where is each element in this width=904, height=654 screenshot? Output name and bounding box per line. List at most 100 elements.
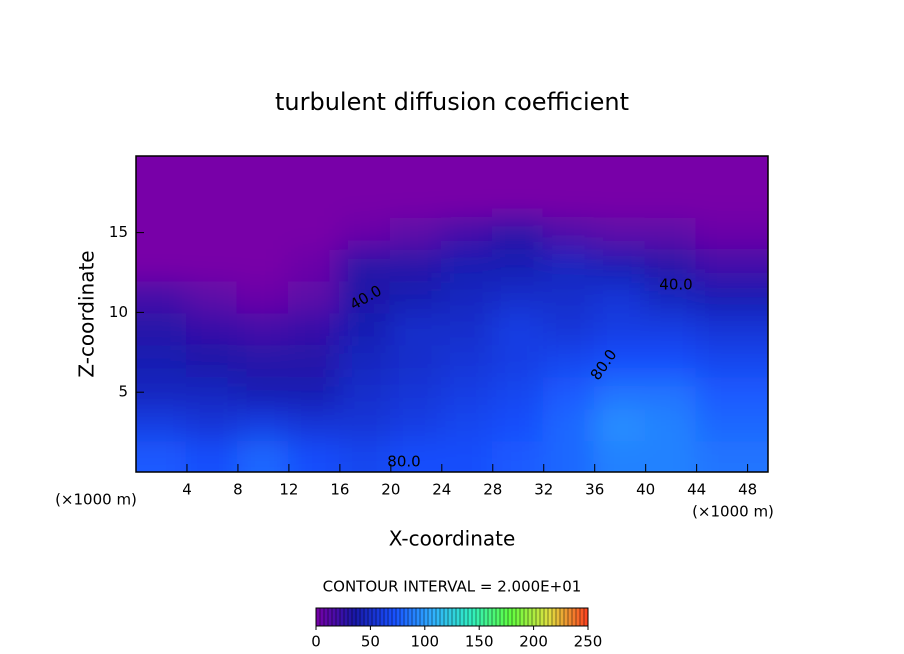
field-cell [440, 343, 494, 378]
field-cell [440, 407, 494, 442]
field-cell [542, 311, 596, 346]
field-cell [136, 439, 188, 472]
field-cell [185, 439, 239, 472]
field-cell [440, 183, 494, 218]
field-cell [287, 343, 341, 378]
field-cell [644, 375, 698, 410]
field-cell [136, 343, 188, 378]
field-cell [593, 247, 647, 282]
field-cell [136, 375, 188, 410]
field-cell [287, 279, 341, 314]
field-cell [593, 343, 647, 378]
field-cell [136, 215, 188, 250]
field-cell [389, 279, 443, 314]
y-unit: (×1000 m) [55, 491, 137, 509]
colorbar-tick-label: 150 [465, 633, 494, 651]
field-cell [491, 375, 545, 410]
y-tick-label: 15 [109, 223, 128, 241]
x-tick-label: 32 [534, 481, 553, 499]
x-tick-label: 36 [585, 481, 604, 499]
field-cell [287, 247, 341, 282]
x-tick-label: 44 [687, 481, 706, 499]
field-cell [338, 375, 392, 410]
colorbar-tick-label: 0 [311, 633, 321, 651]
field-cell [644, 311, 698, 346]
chart-title: turbulent diffusion coefficient [275, 88, 629, 116]
field [136, 156, 768, 472]
field-cell [136, 247, 188, 282]
x-tick-label: 12 [279, 481, 298, 499]
field-cell [491, 183, 545, 218]
field-cell [236, 215, 290, 250]
field-cell [695, 439, 768, 472]
x-tick-label: 24 [432, 481, 451, 499]
field-cell [593, 183, 647, 218]
field-cell [491, 247, 545, 282]
field-cell [136, 156, 188, 186]
field-cell [185, 343, 239, 378]
field-cell [236, 247, 290, 282]
contour-label: 40.0 [659, 276, 692, 294]
colorbar-tick-label: 100 [410, 633, 439, 651]
field-cell [593, 439, 647, 472]
plot-frame [135, 155, 769, 473]
field-cell [236, 375, 290, 410]
field-cell [491, 407, 545, 442]
field-cell [389, 183, 443, 218]
contour-interval: CONTOUR INTERVAL = 2.000E+01 [323, 578, 582, 596]
x-unit: (×1000 m) [692, 503, 774, 521]
field-cell [236, 439, 290, 472]
y-tick-label: 10 [109, 303, 128, 321]
y-axis-label: Z-coordinate [75, 250, 99, 377]
x-tick-label: 16 [330, 481, 349, 499]
field-cell [491, 343, 545, 378]
field-cell [593, 375, 647, 410]
field-cell [185, 407, 239, 442]
field-cell [440, 375, 494, 410]
field-cell [440, 279, 494, 314]
field-cell [338, 439, 392, 472]
field-cell [491, 311, 545, 346]
field-cell [593, 311, 647, 346]
field-cell [695, 375, 768, 410]
field-cell [644, 343, 698, 378]
field-cell [491, 439, 545, 472]
field-cell [695, 156, 768, 186]
field-cell [338, 407, 392, 442]
field-cell [236, 279, 290, 314]
field-cell [287, 375, 341, 410]
field-cell [542, 156, 596, 186]
field-cell [136, 183, 188, 218]
field-cell [338, 183, 392, 218]
field-cell [338, 311, 392, 346]
field-cell [185, 375, 239, 410]
field-cell [338, 215, 392, 250]
x-tick-label: 4 [182, 481, 192, 499]
field-cell [389, 439, 443, 472]
field-cell [185, 279, 239, 314]
field-cell [185, 311, 239, 346]
field-cell [236, 183, 290, 218]
field-cell [338, 279, 392, 314]
colorbar-tick-label: 250 [574, 633, 603, 651]
field-cell [593, 215, 647, 250]
field-cell [542, 183, 596, 218]
x-axis-label: X-coordinate [389, 527, 516, 551]
field-cell [440, 439, 494, 472]
field-cell [440, 215, 494, 250]
field-cell [695, 279, 768, 314]
field-cell [542, 343, 596, 378]
field-cell [185, 247, 239, 282]
field-cell [644, 156, 698, 186]
field-cell [389, 215, 443, 250]
field-cell [440, 156, 494, 186]
field-cell [236, 343, 290, 378]
field-cell [287, 439, 341, 472]
x-tick-label: 28 [483, 481, 502, 499]
field-cell [338, 343, 392, 378]
field-cell [644, 279, 698, 314]
cells [136, 156, 768, 472]
field-cell [136, 279, 188, 314]
y-tick-label: 5 [118, 383, 128, 401]
field-cell [338, 247, 392, 282]
